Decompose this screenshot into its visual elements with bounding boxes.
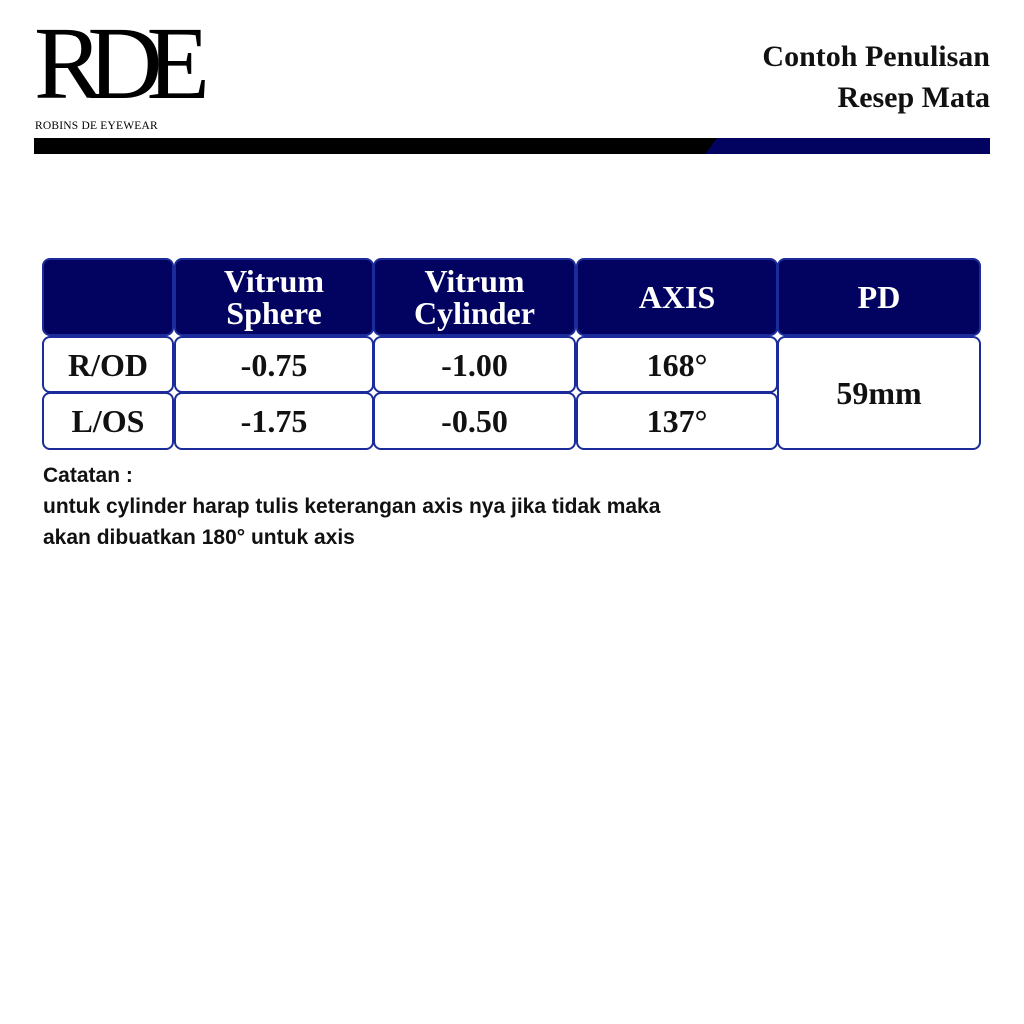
divider-bar-accent <box>705 138 990 154</box>
logo-mark: RDE <box>34 6 210 121</box>
los-sphere: -1.75 <box>174 392 374 450</box>
title-line-1: Contoh Penulisan <box>762 40 990 73</box>
header-axis: AXIS <box>576 258 778 336</box>
header-sphere: Vitrum Sphere <box>174 258 374 336</box>
rod-axis: 168° <box>576 336 778 393</box>
logo-brand: ROBINS DE EYEWEAR <box>35 120 158 132</box>
header-empty <box>42 258 174 336</box>
note-line-2: akan dibuatkan 180° untuk axis <box>43 526 355 549</box>
title-line-2: Resep Mata <box>837 81 990 114</box>
row-label-rod: R/OD <box>42 336 174 393</box>
los-axis: 137° <box>576 392 778 450</box>
pd-value: 59mm <box>777 336 981 450</box>
header-cylinder: Vitrum Cylinder <box>373 258 576 336</box>
rod-cylinder: -1.00 <box>373 336 576 393</box>
note: Catatan : untuk cylinder harap tulis ket… <box>43 460 660 553</box>
los-cylinder: -0.50 <box>373 392 576 450</box>
note-line-1: untuk cylinder harap tulis keterangan ax… <box>43 495 661 518</box>
rod-sphere: -0.75 <box>174 336 374 393</box>
row-label-los: L/OS <box>42 392 174 450</box>
note-heading: Catatan : <box>43 464 133 487</box>
page-title: Contoh Penulisan Resep Mata <box>762 36 990 118</box>
header-pd: PD <box>777 258 981 336</box>
